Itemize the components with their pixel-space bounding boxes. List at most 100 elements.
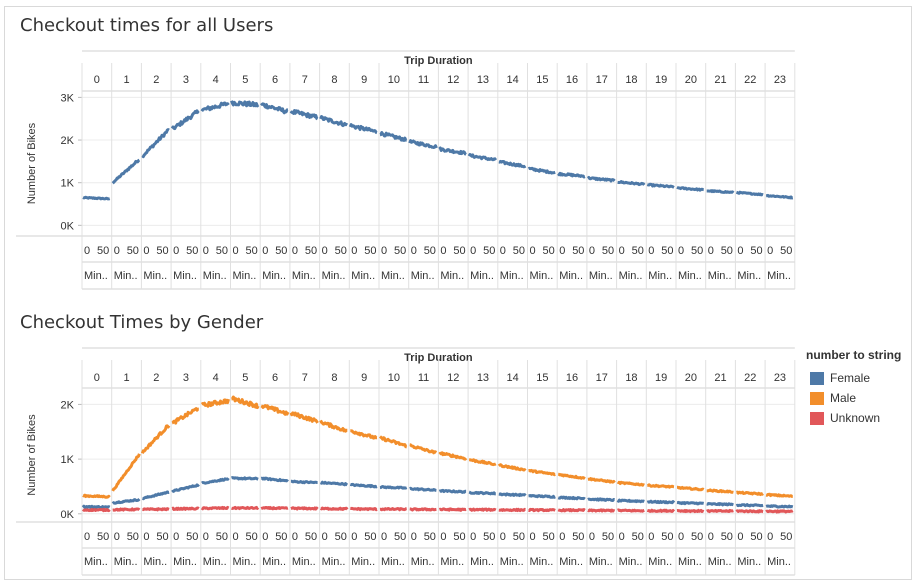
chart0-series-all-line [170, 109, 200, 131]
chart0-subtick-label: 0 [530, 245, 536, 257]
legend-item-unknown[interactable]: Unknown [806, 408, 901, 428]
chart0-series-all-line [379, 131, 408, 142]
chart1-subtick-label: 0 [737, 531, 743, 543]
chart0-subtick-label: 50 [691, 245, 703, 257]
chart1-subtick-label: 50 [246, 531, 258, 543]
chart1-series-unknown-line [171, 506, 200, 511]
chart1-series-unknown-line [646, 508, 676, 513]
chart0-subtick-label: 50 [97, 245, 109, 257]
chart0-sublabel: Min.. [351, 270, 375, 282]
chart0-sublabel: Min.. [381, 270, 405, 282]
chart1-subtick-label: 0 [84, 531, 90, 543]
chart0-sublabel: Min.. [292, 270, 316, 282]
chart1-series-male-line [646, 483, 675, 489]
chart0-ytick-label: 3K [61, 92, 75, 104]
chart0-series-all-line [82, 195, 111, 201]
chart0-column-label: 4 [213, 74, 219, 86]
chart0-column-label: 8 [331, 74, 337, 86]
chart1-series-female-line [230, 476, 259, 481]
chart1-subtick-label: 0 [351, 531, 357, 543]
chart1-series-female-line [527, 494, 556, 499]
chart0-subtick-label: 0 [648, 245, 654, 257]
chart1-ylabel: Number of Bikes [26, 414, 38, 496]
chart1-series-unknown-line [735, 509, 764, 514]
chart1-column-label: 6 [272, 372, 278, 384]
chart0-sublabel: Min.. [619, 270, 643, 282]
chart1-series-female-line [379, 485, 408, 490]
chart1-sublabel: Min.. [381, 556, 405, 568]
chart1-series-female-line [171, 483, 200, 494]
chart1-subtick-label: 50 [543, 531, 555, 543]
chart1-column-label: 0 [94, 372, 100, 384]
chart1-sublabel: Min.. [470, 556, 494, 568]
chart1-series-unknown-line [141, 507, 170, 512]
chart1-column-label: 20 [685, 372, 697, 384]
chart1-column-label: 13 [477, 372, 489, 384]
chart1-sublabel: Min.. [648, 556, 672, 568]
chart0-subtick-label: 0 [203, 245, 209, 257]
chart1-subtick-label: 50 [780, 531, 792, 543]
chart1-subtick-label: 50 [216, 531, 228, 543]
chart1-ytick-label: 1K [61, 454, 75, 466]
chart1-sublabel: Min.. [530, 556, 554, 568]
chart1-series-female-line [735, 503, 764, 508]
chart0-subtick-label: 0 [233, 245, 239, 257]
chart1-column-label: 8 [331, 372, 337, 384]
chart1-column-label: 12 [447, 372, 459, 384]
chart0-column-label: 21 [714, 74, 726, 86]
legend-swatch-female [810, 371, 824, 385]
chart1-series-female-line [81, 504, 111, 510]
chart1-subtick-label: 50 [186, 531, 198, 543]
chart0-column-label: 0 [94, 74, 100, 86]
chart0-subtick-label: 50 [661, 245, 673, 257]
chart1-series-female-line [201, 477, 230, 485]
chart0-column-label: 13 [477, 74, 489, 86]
chart1-series-unknown-line [527, 507, 556, 513]
chart0-series-all-line [498, 159, 527, 169]
chart0-sublabel: Min.. [262, 270, 286, 282]
chart1-column-label: 4 [213, 372, 219, 384]
chart1-sublabel: Min.. [84, 556, 108, 568]
chart1-column-header: Trip Duration [404, 352, 473, 364]
chart0-subtick-label: 0 [411, 245, 417, 257]
chart0-series-all-line [676, 185, 705, 192]
chart0-subtick-label: 0 [619, 245, 625, 257]
chart0-subtick-label: 0 [440, 245, 446, 257]
chart0-subtick-label: 50 [246, 245, 258, 257]
chart1-series-female-line [409, 486, 437, 492]
chart0-subtick-label: 50 [780, 245, 792, 257]
chart0-subtick-label: 0 [500, 245, 506, 257]
chart1-series-male-line [409, 443, 438, 455]
chart1-series-female-line [111, 498, 141, 505]
chart1-subtick-label: 0 [411, 531, 417, 543]
chart1-subtick-label: 50 [156, 531, 168, 543]
chart0-subtick-label: 50 [543, 245, 555, 257]
legend-item-female[interactable]: Female [806, 368, 901, 388]
chart0-sublabel: Min.. [84, 270, 108, 282]
chart1-column-label: 17 [596, 372, 608, 384]
chart1-series-male-line [497, 463, 527, 472]
chart1-sublabel: Min.. [767, 556, 791, 568]
chart0-sublabel: Min.. [411, 270, 435, 282]
chart1-column-label: 14 [507, 372, 519, 384]
chart1-column-label: 3 [183, 372, 189, 384]
chart0-column-label: 11 [418, 74, 429, 86]
chart1-subtick-label: 50 [632, 531, 644, 543]
chart1-subtick-label: 0 [530, 531, 536, 543]
chart1-sublabel: Min.. [500, 556, 524, 568]
chart-title-by-gender: Checkout Times by Gender [20, 312, 264, 333]
chart1-column-label: 5 [242, 372, 248, 384]
chart1-subtick-label: 50 [513, 531, 525, 543]
chart-title-all-users: Checkout times for all Users [20, 15, 274, 36]
chart1-series-female-line [319, 480, 349, 487]
chart0-subtick-label: 50 [156, 245, 168, 257]
legend-item-male[interactable]: Male [806, 388, 901, 408]
chart1-series-male-line [438, 451, 468, 461]
chart1-series-unknown-line [409, 507, 437, 512]
chart0-sublabel: Min.. [678, 270, 702, 282]
chart0-subtick-label: 50 [127, 245, 139, 257]
chart1-subtick-label: 0 [114, 531, 120, 543]
chart0-subtick-label: 50 [424, 245, 436, 257]
chart1-series-unknown-line [468, 507, 497, 512]
